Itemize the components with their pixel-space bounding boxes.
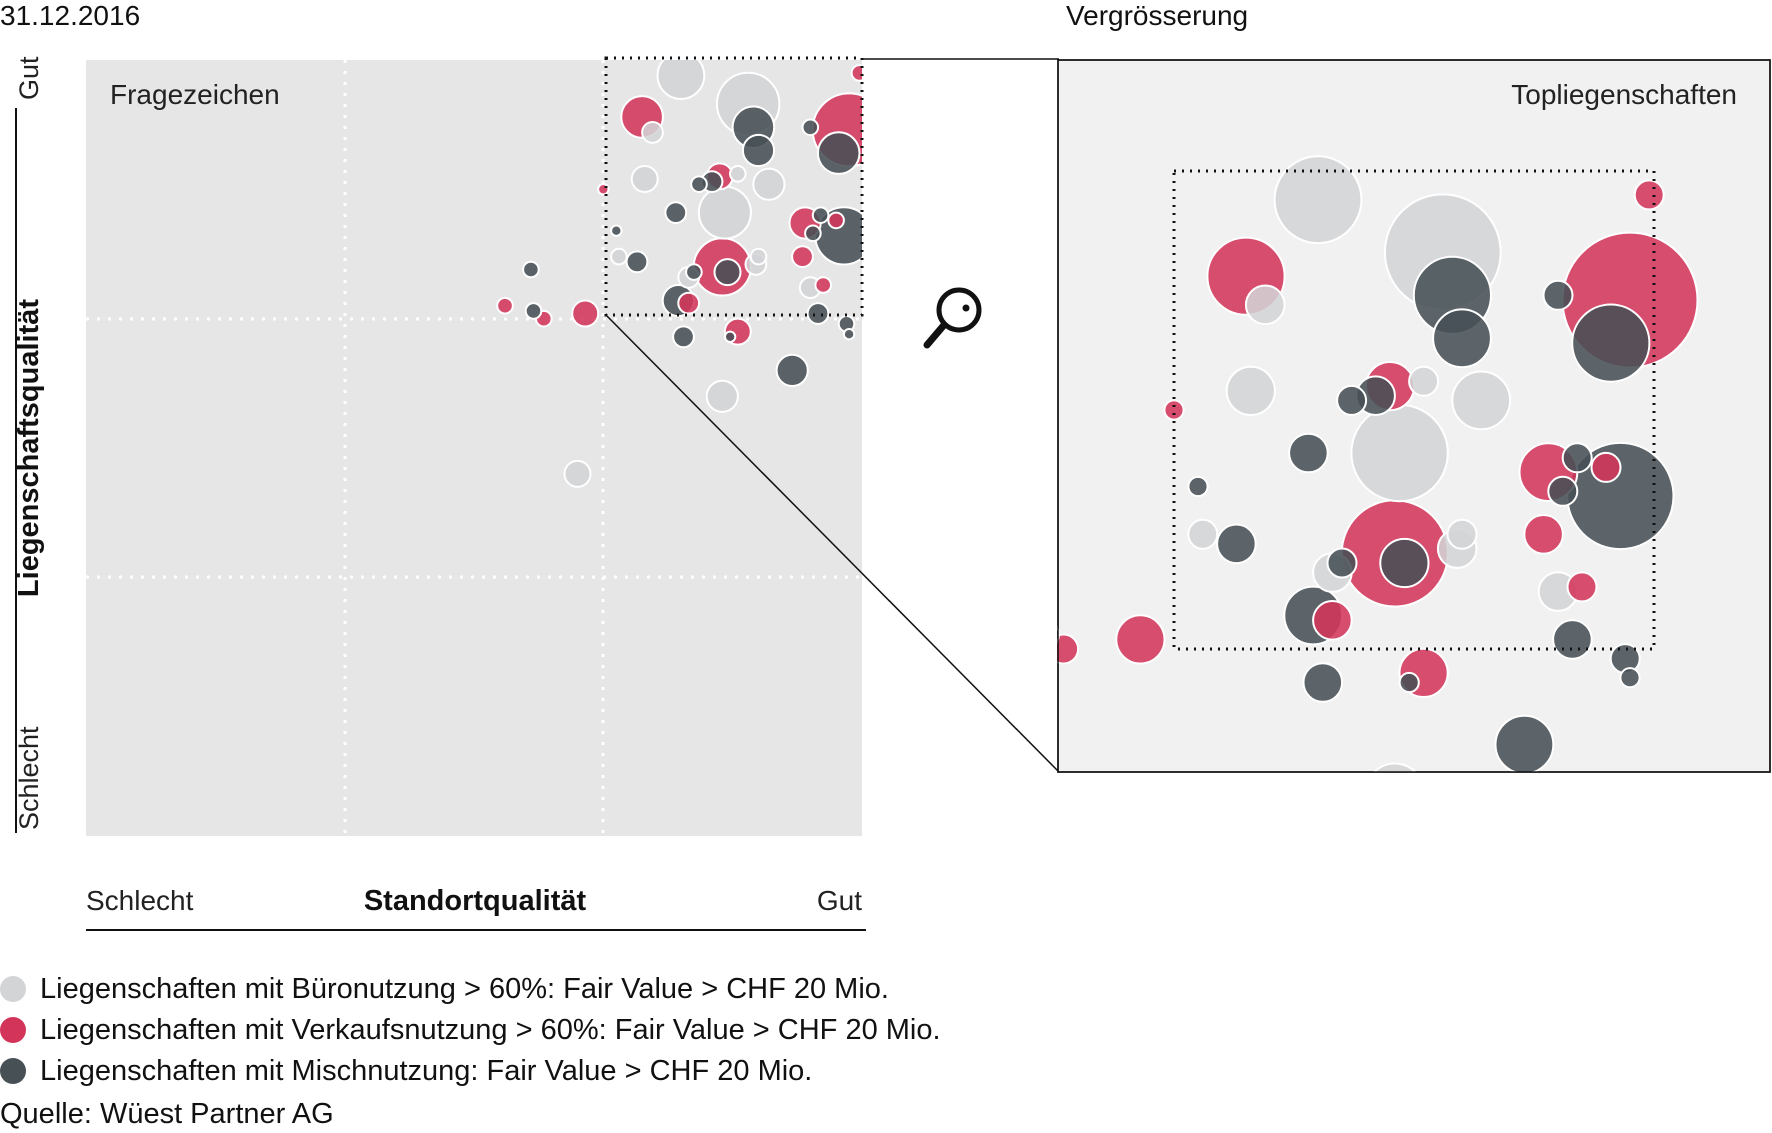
bubble-mischnutzung: [804, 224, 822, 243]
bubble-mischnutzung: [522, 260, 540, 279]
legend-swatch-retail: [0, 1017, 26, 1043]
magnifier-icon: [923, 287, 982, 349]
legend-swatch-mixed: [0, 1058, 26, 1084]
zoom-bubble-verkaufsnutzung: [1163, 399, 1185, 421]
zoom-bubbles: [1025, 155, 1699, 772]
bubble-verkaufsnutzung: [677, 291, 701, 315]
y-axis-title: Liegenschaftsqualität: [13, 299, 45, 597]
bubble-mischnutzung: [801, 118, 820, 137]
zoom-bubble-mischnutzung: [1302, 662, 1344, 703]
bubble-verkaufsnutzung: [791, 245, 814, 269]
zoom-bubble-verkaufsnutzung: [1523, 514, 1564, 555]
zoom-bubble-mischnutzung: [1561, 442, 1593, 474]
bubble-mischnutzung: [775, 353, 809, 387]
zoom-bubble-mischnutzung: [1571, 303, 1651, 383]
bubble-mischnutzung: [625, 250, 649, 274]
zoom-bubble-verkaufsnutzung: [1115, 614, 1166, 665]
zoom-bubble-mischnutzung: [1547, 475, 1579, 507]
zoom-bubble-mischnutzung: [1187, 475, 1209, 498]
bubble-b-ronutzung: [749, 247, 768, 266]
bubble-verkaufsnutzung: [571, 299, 600, 328]
bubble-mischnutzung: [811, 206, 830, 224]
quadrant-label-fragezeichen: Fragezeichen: [110, 79, 280, 110]
bubble-verkaufsnutzung: [850, 64, 862, 82]
bubble-b-ronutzung: [729, 165, 747, 183]
legend-label-retail: Liegenschaften mit Verkaufsnutzung > 60%…: [40, 1013, 941, 1046]
bubble-verkaufsnutzung: [814, 276, 833, 294]
bubble-verkaufsnutzung: [597, 183, 610, 196]
bubble-mischnutzung: [713, 258, 742, 287]
zoom-bubble-mischnutzung: [1288, 432, 1329, 474]
legend-item-retail: Liegenschaften mit Verkaufsnutzung > 60%…: [0, 1013, 941, 1047]
bubble-b-ronutzung: [697, 185, 752, 240]
zoom-bubble-b-ronutzung: [1446, 518, 1478, 550]
bubble-mischnutzung: [610, 224, 623, 237]
y-tick-label-gut: Gut: [14, 56, 44, 100]
bubble-mischnutzung: [524, 302, 543, 320]
zoom-bubble-mischnutzung: [1398, 671, 1420, 694]
zoom-bubble-mischnutzung: [1552, 619, 1593, 660]
bubble-b-ronutzung: [630, 165, 659, 193]
zoom-bubble-mischnutzung: [1336, 384, 1368, 416]
bubble-mischnutzung: [690, 175, 708, 193]
zoom-bubble-mischnutzung: [1432, 308, 1492, 369]
legend-label-mixed: Liegenschaften mit Mischnutzung: Fair Va…: [40, 1054, 813, 1087]
bubble-verkaufsnutzung: [496, 296, 514, 315]
x-tick-label-schlecht: Schlecht: [86, 885, 194, 916]
connector-line-bottom: [605, 314, 1060, 773]
zoom-bubble-verkaufsnutzung: [1590, 451, 1622, 483]
zoom-bubble-verkaufsnutzung: [1633, 179, 1665, 211]
zoom-bubble-mischnutzung: [1619, 667, 1641, 689]
zoom-bubble-mischnutzung: [1216, 523, 1257, 565]
highlight-window: [604, 56, 864, 317]
zoom-bubble-mischnutzung: [1057, 625, 1060, 644]
bubble-mischnutzung: [664, 201, 688, 225]
zoom-title: Vergrösserung: [1066, 0, 1249, 31]
x-axis-title: Standortqualität: [364, 885, 587, 917]
zoom-bubble-mischnutzung: [1379, 537, 1430, 589]
zoom-bubble-verkaufsnutzung: [1566, 571, 1598, 603]
zoom-bubble-mischnutzung: [1542, 279, 1574, 311]
legend-item-office: Liegenschaften mit Büronutzung > 60%: Fa…: [0, 972, 889, 1006]
zoom-bubble-verkaufsnutzung: [1057, 633, 1080, 665]
zoom-bubble-b-ronutzung: [1225, 365, 1276, 416]
zoom-bubble-b-ronutzung: [1350, 403, 1449, 503]
main-bubbles: [496, 60, 862, 488]
zoom-bubble-b-ronutzung: [1273, 155, 1363, 245]
legend-label-office: Liegenschaften mit Büronutzung > 60%: Fa…: [40, 972, 889, 1005]
zoom-bubble-b-ronutzung: [1408, 365, 1440, 397]
x-tick-label-gut: Gut: [817, 885, 862, 916]
bubble-mischnutzung: [816, 131, 861, 175]
bubble-b-ronutzung: [563, 459, 592, 488]
bubble-b-ronutzung: [705, 379, 739, 413]
bubble-mischnutzung: [806, 302, 830, 325]
zoom-bubble-mischnutzung: [1326, 547, 1358, 579]
bubble-mischnutzung: [723, 330, 737, 343]
source-note: Quelle: Wüest Partner AG: [0, 1098, 334, 1130]
zoom-highlight-window: [1172, 169, 1656, 651]
y-tick-label-schlecht: Schlecht: [14, 726, 44, 830]
bubble-b-ronutzung: [610, 247, 628, 266]
legend-item-mixed: Liegenschaften mit Mischnutzung: Fair Va…: [0, 1054, 812, 1088]
bubble-verkaufsnutzung: [827, 211, 845, 230]
zoom-bubble-mischnutzung: [1494, 714, 1555, 772]
bubble-b-ronutzung: [752, 167, 786, 201]
quadrant-label-topliegenschaften: Topliegenschaften: [1511, 79, 1737, 110]
zoom-bubble-b-ronutzung: [1244, 284, 1286, 326]
zoom-bubble-verkaufsnutzung: [1312, 600, 1353, 641]
zoom-bubble-mischnutzung: [1025, 544, 1054, 573]
bubble-mischnutzung: [672, 325, 695, 349]
zoom-bubble-b-ronutzung: [1372, 762, 1417, 772]
legend-swatch-office: [0, 976, 26, 1002]
zoom-bubble-b-ronutzung: [1187, 518, 1219, 550]
chart-date: 31.12.2016: [0, 0, 141, 31]
zoom-panel-border: [1057, 59, 1771, 773]
bubble-mischnutzung: [842, 328, 856, 341]
bubble-b-ronutzung: [656, 60, 706, 100]
bubble-mischnutzung: [685, 263, 703, 281]
bubble-mischnutzung: [741, 133, 776, 168]
bubble-b-ronutzung: [641, 120, 664, 144]
zoom-bubble-b-ronutzung: [1451, 370, 1512, 431]
